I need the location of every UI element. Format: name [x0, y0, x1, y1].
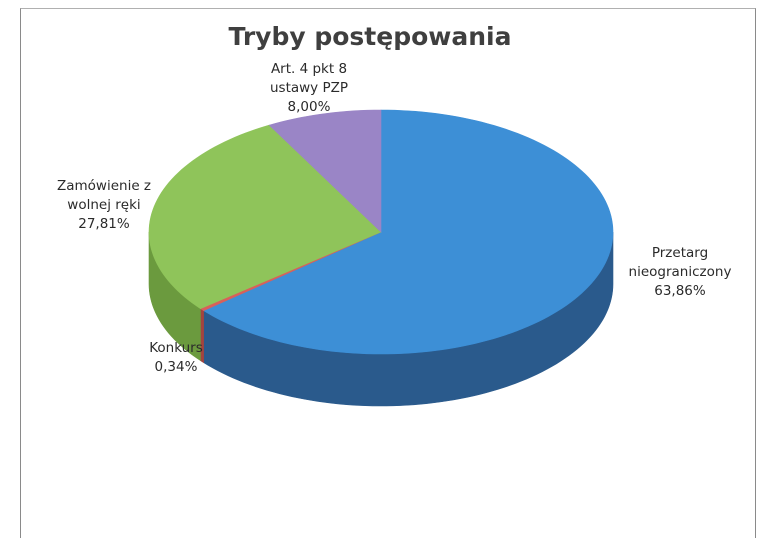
data-label-line: 63,86% — [654, 283, 706, 299]
data-label-line: Zamówienie z — [57, 178, 151, 194]
data-label-line: wolnej ręki — [67, 197, 140, 213]
data-label-konkurs: Konkurs 0,34% — [149, 340, 203, 375]
data-label-line: Art. 4 pkt 8 — [271, 61, 347, 77]
data-label-line: 27,81% — [78, 216, 130, 232]
data-label-art-4-pkt-8-ustawy-pzp: Art. 4 pkt 8 ustawy PZP 8,00% — [270, 61, 348, 115]
data-label-line: ustawy PZP — [270, 80, 348, 96]
data-label-line: 8,00% — [288, 99, 331, 115]
data-label-line: 0,34% — [155, 359, 198, 375]
pie-top-group — [149, 110, 613, 354]
data-label-line: Przetarg — [652, 245, 708, 261]
data-label-zamowienie-z-wolnej-reki: Zamówienie z wolnej ręki 27,81% — [57, 178, 151, 232]
data-label-line: Konkurs — [149, 340, 203, 356]
data-label-line: nieograniczony — [629, 264, 732, 280]
data-label-przetarg-nieograniczony: Przetarg nieograniczony 63,86% — [629, 245, 732, 299]
pie-chart: Przetarg nieograniczony 63,86% Konkurs 0,34%… — [0, 0, 764, 518]
chart-title: Tryby postępowania — [229, 22, 512, 51]
